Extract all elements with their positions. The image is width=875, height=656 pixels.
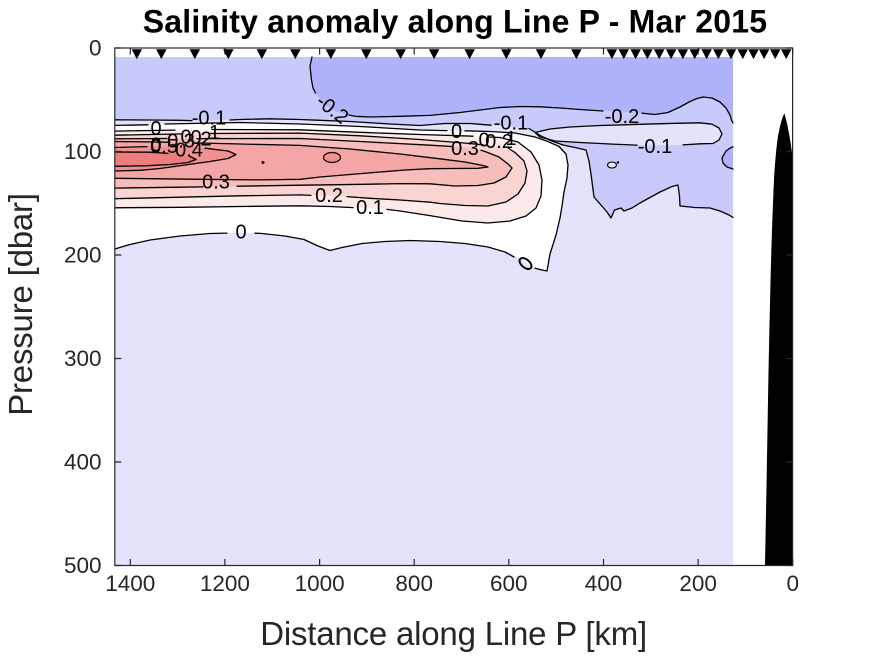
svg-text:-0.2: -0.2 [605,106,639,128]
svg-text:100: 100 [64,139,102,164]
svg-text:300: 300 [64,346,102,371]
svg-text:200: 200 [679,571,717,596]
svg-text:0.1: 0.1 [356,197,384,219]
svg-text:0.3: 0.3 [202,172,230,194]
svg-text:0: 0 [451,121,462,143]
svg-text:200: 200 [64,243,102,268]
svg-text:500: 500 [64,553,102,578]
svg-text:1200: 1200 [200,571,250,596]
svg-text:Distance along Line P [km]: Distance along Line P [km] [260,615,647,652]
svg-text:1000: 1000 [295,571,345,596]
svg-text:0.3: 0.3 [167,131,195,153]
svg-text:1: 1 [209,122,220,144]
svg-text:0: 0 [786,571,799,596]
svg-text:400: 400 [585,571,623,596]
svg-text:0: 0 [478,130,489,152]
svg-text:0: 0 [89,36,102,61]
svg-text:0.5: 0.5 [150,136,178,158]
svg-text:0.2: 0.2 [485,131,513,153]
svg-text:0: 0 [235,222,246,244]
svg-text:800: 800 [395,571,433,596]
svg-text:0.4: 0.4 [175,140,203,162]
svg-text:0: 0 [180,127,191,149]
svg-text:1: 1 [505,128,516,150]
svg-text:Pressure [dbar]: Pressure [dbar] [2,193,39,416]
svg-text:0.3: 0.3 [451,138,479,160]
svg-text:-0.1: -0.1 [192,108,226,130]
svg-text:0.2: 0.2 [315,185,343,207]
svg-text:0: 0 [190,127,201,149]
svg-text:0: 0 [150,118,161,140]
svg-text:0: 0 [150,135,161,157]
svg-text:-0.1: -0.1 [638,136,672,158]
svg-text:-0.1: -0.1 [494,113,528,135]
svg-text:2: 2 [200,129,211,151]
svg-text:600: 600 [490,571,528,596]
svg-text:400: 400 [64,450,102,475]
svg-text:Salinity anomaly along Line P: Salinity anomaly along Line P - Mar 2015 [143,4,768,40]
svg-text:1400: 1400 [105,571,155,596]
